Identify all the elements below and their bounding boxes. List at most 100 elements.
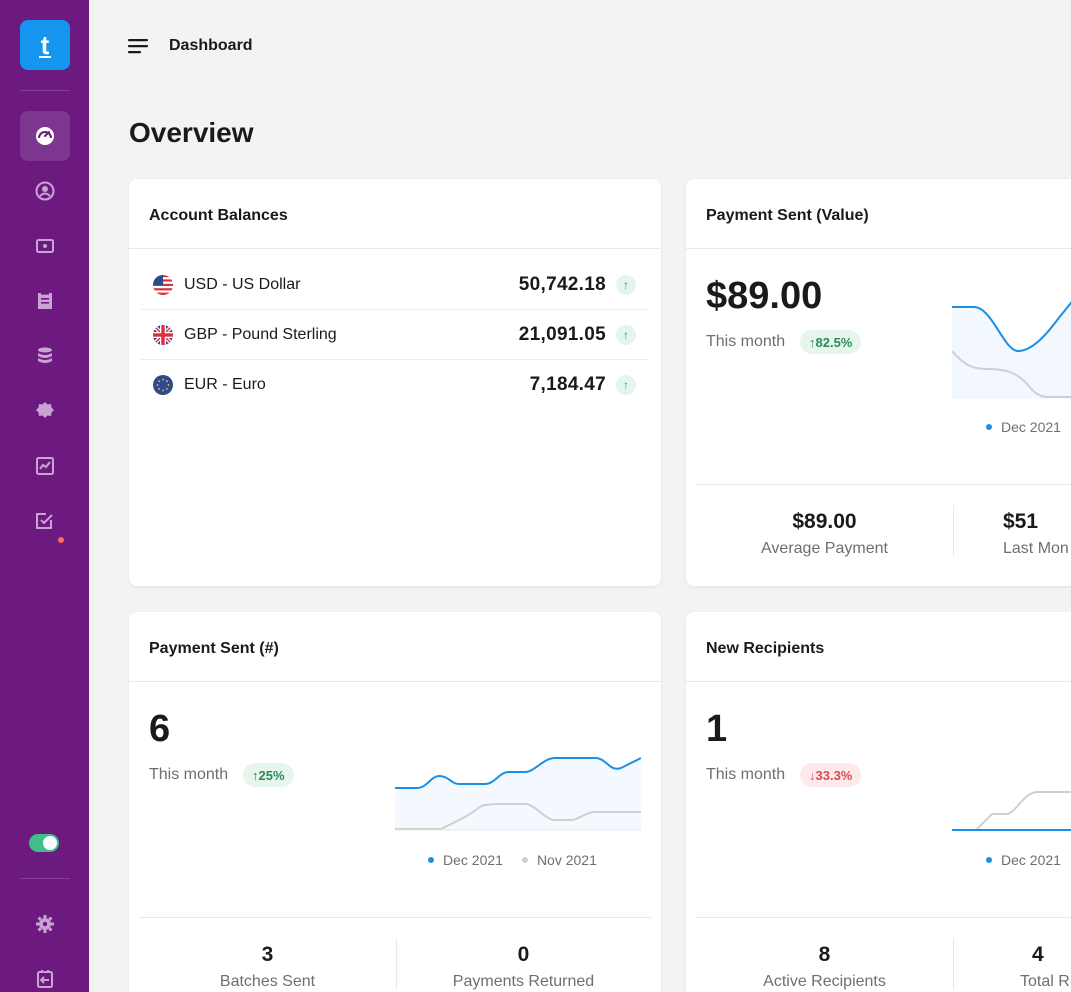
balance-value: 50,742.18 bbox=[518, 273, 606, 295]
app-logo[interactable]: t bbox=[20, 20, 70, 70]
balance-row-usd[interactable]: USD - US Dollar 50,742.18 ↑ bbox=[141, 260, 649, 310]
payment-card-icon bbox=[36, 239, 54, 253]
arrow-up-icon: ↑ bbox=[616, 324, 636, 345]
user-circle-icon bbox=[35, 181, 55, 201]
card-divider bbox=[129, 248, 661, 249]
menu-icon[interactable] bbox=[128, 37, 150, 55]
legend-label: Dec 2021 bbox=[1001, 852, 1061, 868]
stat-value: $89.00 bbox=[792, 510, 857, 533]
logo-letter: t bbox=[40, 29, 50, 60]
metric-value: 6 bbox=[149, 708, 171, 750]
eu-flag-icon bbox=[153, 375, 173, 395]
sidebar: t bbox=[0, 0, 89, 992]
sidebar-item-profile[interactable] bbox=[20, 166, 70, 216]
receipt-icon bbox=[38, 293, 52, 309]
balance-value: 21,091.05 bbox=[518, 323, 606, 345]
dashboard-icon bbox=[36, 127, 54, 145]
current-series-line bbox=[952, 301, 1071, 353]
footer-separator bbox=[953, 505, 954, 557]
metric-value: $89.00 bbox=[706, 275, 823, 317]
gear-icon bbox=[36, 915, 54, 933]
stat-label: Last Mon bbox=[1003, 540, 1069, 557]
previous-series-line bbox=[395, 803, 641, 830]
sparkline-chart bbox=[395, 757, 641, 831]
sidebar-item-settings[interactable] bbox=[20, 899, 70, 949]
legend-dot bbox=[521, 857, 528, 863]
currency-label: USD - US Dollar bbox=[184, 275, 301, 293]
logout-icon bbox=[37, 970, 53, 988]
sidebar-divider bbox=[20, 90, 70, 91]
us-flag-icon bbox=[153, 274, 173, 295]
change-badge: ↑25% bbox=[243, 763, 294, 787]
card-title: Payment Sent (Value) bbox=[706, 207, 869, 224]
metric-value: 1 bbox=[706, 708, 728, 750]
chart-legend: Dec 2021 Nov 2021 bbox=[428, 852, 597, 868]
previous-series-line bbox=[975, 791, 1071, 831]
arrow-up-icon: ↑ bbox=[616, 274, 636, 295]
sidebar-item-receipts[interactable] bbox=[20, 276, 70, 326]
sidebar-item-payments[interactable] bbox=[20, 221, 70, 271]
chart-legend: Dec 2021 bbox=[986, 419, 1061, 435]
mode-toggle[interactable] bbox=[29, 834, 59, 852]
sidebar-item-tasks[interactable] bbox=[20, 496, 70, 546]
currency-label: GBP - Pound Sterling bbox=[184, 325, 337, 343]
breadcrumb: Dashboard bbox=[169, 37, 253, 54]
stat-value: 8 bbox=[818, 943, 831, 966]
footer-divider bbox=[696, 484, 1071, 485]
legend-dot bbox=[986, 424, 992, 430]
sidebar-divider-bottom bbox=[20, 878, 70, 879]
chart-legend: Dec 2021 bbox=[986, 852, 1061, 868]
current-series-area bbox=[952, 302, 1071, 399]
card-divider bbox=[686, 681, 1071, 682]
change-badge: ↓33.3% bbox=[800, 763, 862, 787]
sparkline-chart bbox=[952, 791, 1071, 831]
uk-flag-icon bbox=[153, 324, 173, 345]
footer-separator bbox=[396, 938, 397, 990]
balance-row-gbp[interactable]: GBP - Pound Sterling 21,091.05 ↑ bbox=[141, 310, 649, 360]
footer-divider bbox=[696, 917, 1071, 918]
legend-label: Dec 2021 bbox=[1001, 419, 1061, 435]
task-check-icon bbox=[36, 513, 53, 529]
period-label: This month bbox=[149, 766, 229, 783]
toggle-knob bbox=[43, 836, 57, 850]
sidebar-item-badges[interactable] bbox=[20, 386, 70, 436]
arrow-up-icon: ↑ bbox=[616, 375, 636, 395]
stat-value: 3 bbox=[261, 943, 274, 966]
stat-label: Batches Sent bbox=[219, 973, 316, 990]
card-divider bbox=[686, 248, 1071, 249]
payment-value-card: Payment Sent (Value) $89.00 This month ↑… bbox=[686, 179, 1071, 586]
previous-series-line bbox=[952, 350, 1071, 398]
stat-label: Average Payment bbox=[761, 540, 888, 557]
stat-value: 4 bbox=[1032, 943, 1044, 966]
account-balances-card: Account Balances USD - US Dollar 50,742.… bbox=[129, 179, 661, 586]
current-series-area bbox=[395, 758, 641, 830]
balance-row-eur[interactable]: EUR - Euro 7,184.47 ↑ bbox=[141, 360, 649, 410]
card-divider bbox=[129, 681, 661, 682]
sparkline-chart bbox=[952, 301, 1071, 399]
legend-label: Dec 2021 bbox=[443, 852, 503, 868]
change-badge: ↑82.5% bbox=[800, 330, 862, 354]
notification-dot bbox=[58, 537, 64, 543]
sidebar-item-database[interactable] bbox=[20, 331, 70, 381]
payment-count-card: Payment Sent (#) 6 This month ↑25% Dec 2… bbox=[129, 612, 661, 992]
period-label: This month bbox=[706, 333, 786, 350]
stat-value: 0 bbox=[517, 943, 530, 966]
sidebar-item-logout[interactable] bbox=[20, 954, 70, 992]
chart-icon bbox=[36, 457, 54, 475]
period-label: This month bbox=[706, 766, 786, 783]
legend-dot bbox=[428, 857, 434, 863]
sidebar-item-analytics[interactable] bbox=[20, 441, 70, 491]
footer-divider bbox=[139, 917, 651, 918]
logo-underline bbox=[39, 56, 51, 58]
sidebar-item-dashboard[interactable] bbox=[20, 111, 70, 161]
legend-dot bbox=[986, 857, 992, 863]
stat-label: Payments Returned bbox=[452, 973, 595, 990]
card-title: Payment Sent (#) bbox=[149, 640, 279, 657]
stat-value: $51 bbox=[1003, 510, 1039, 533]
currency-label: EUR - Euro bbox=[184, 376, 266, 393]
badge-icon bbox=[36, 402, 54, 418]
new-recipients-card: New Recipients 1 This month ↓33.3% Dec 2… bbox=[686, 612, 1071, 992]
legend-label: Nov 2021 bbox=[536, 852, 597, 868]
stat-label: Total R bbox=[1020, 973, 1070, 990]
card-title: New Recipients bbox=[706, 640, 825, 657]
